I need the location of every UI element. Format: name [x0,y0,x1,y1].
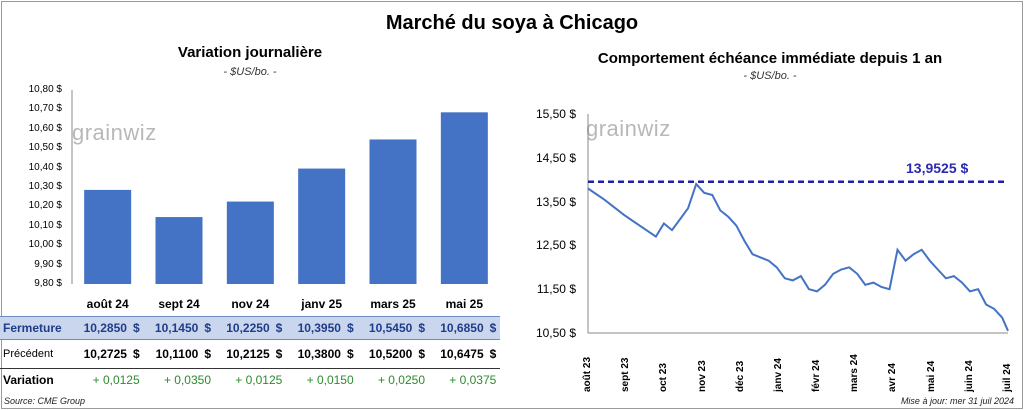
source-note: Source: CME Group [4,396,86,406]
left-watermark-logo: grainwiz [72,120,157,145]
bar-5 [440,112,488,284]
fermeture-row: Fermeture 10,2850 $ 10,1450 $ 10,2250 $ 10,395… [0,317,500,339]
bar-0 [84,189,132,284]
bar-3 [298,168,346,284]
right-chart-title: Comportement échéance immédiate depuis 1… [597,50,943,67]
price-series-line [587,182,1009,332]
variation-cell: + 0,0250 [377,373,425,387]
precedent-cell: 10,3800 $ [297,347,354,361]
left-x-category: mai 25 [445,297,483,311]
fermeture-cell: 10,3950 $ [297,321,354,335]
precedent-cell: 10,2125 $ [226,347,283,361]
max-price-label: 13,9525 $ [906,160,969,176]
precedent-cell: 10,2725 $ [83,347,140,361]
bar-2 [226,201,274,284]
fermeture-cell: 10,5450 $ [368,321,425,335]
fermeture-cell: 10,1450 $ [154,321,211,335]
left-x-category: nov 24 [231,297,270,311]
right-x-tick: févr 24 [811,359,823,392]
right-x-tick: août 23 [582,356,593,392]
page-title: Marché du soya à Chicago [385,12,639,34]
left-y-tick: 10,30 $ [28,181,62,192]
line-chart [587,114,1009,334]
bar-4 [369,139,417,284]
right-x-tick: nov 23 [696,360,708,392]
right-x-tick: mars 24 [849,354,861,392]
right-x-tick: oct 23 [658,363,670,392]
right-y-tick: 14,50 $ [535,150,576,165]
left-chart-title: Variation journalière [177,44,323,61]
left-y-tick: 10,10 $ [28,219,62,231]
right-x-tick: sept 23 [620,357,632,392]
left-y-tick: 10,20 $ [28,200,62,212]
left-chart-unit: - $US/bo. - [223,66,277,78]
right-x-tick: juil 24 [1002,363,1013,392]
precedent-row: Précédent 10,2725 $ 10,1100 $ 10,2125 $ 10,380… [0,343,500,365]
right-y-tick: 15,50 $ [535,107,576,121]
precedent-label: Précédent [3,348,54,360]
right-watermark-logo: grainwiz [586,116,671,141]
table-divider [0,368,500,369]
right-x-tick: déc 23 [734,360,746,392]
left-y-tick: 10,70 $ [28,103,62,115]
precedent-cell: 10,5200 $ [368,347,425,361]
fermeture-label: Fermeture [3,321,62,335]
variation-cell: + 0,0125 [92,373,140,387]
right-y-tick: 12,50 $ [535,238,576,253]
right-x-tick: mai 24 [925,360,937,392]
bar-chart [71,90,488,284]
fermeture-cell: 10,6850 $ [440,321,497,335]
left-x-category: mars 25 [370,297,416,311]
variation-cell: + 0,0125 [235,373,283,387]
update-note: Mise à jour: mer 31 juil 2024 [900,396,1014,406]
left-y-tick: 9,90 $ [34,258,62,270]
left-x-category: sept 24 [158,297,200,311]
right-y-tick: 13,50 $ [535,194,576,209]
right-chart-unit: - $US/bo. - [743,70,797,82]
left-y-tick: 9,80 $ [34,278,62,289]
left-y-tick: 10,80 $ [28,84,62,95]
left-x-category: août 24 [86,297,129,311]
fermeture-row-bg [0,316,500,340]
variation-label: Variation [3,373,54,387]
fermeture-cell: 10,2850 $ [83,321,140,335]
precedent-cell: 10,6475 $ [440,347,497,361]
left-y-tick: 10,50 $ [28,142,62,154]
right-y-tick: 11,50 $ [536,282,576,297]
right-x-tick: juin 24 [963,360,975,392]
right-y-tick: 10,50 $ [535,326,576,340]
right-x-tick: janv 24 [772,358,784,392]
variation-row: Variation + 0,0125 + 0,0350 + 0,0125 + 0,01… [0,369,500,391]
precedent-cell: 10,1100 $ [155,347,211,361]
fermeture-cell: 10,2250 $ [226,321,283,335]
bar-1 [155,217,203,284]
left-y-tick: 10,00 $ [28,239,62,251]
left-x-category: janv 25 [301,297,342,311]
right-x-tick: avr 24 [887,363,899,392]
variation-cell: + 0,0150 [306,373,354,387]
left-y-tick: 10,60 $ [28,122,62,134]
left-y-tick: 10,40 $ [28,161,62,173]
variation-cell: + 0,0375 [449,373,497,387]
variation-cell: + 0,0350 [163,373,211,387]
